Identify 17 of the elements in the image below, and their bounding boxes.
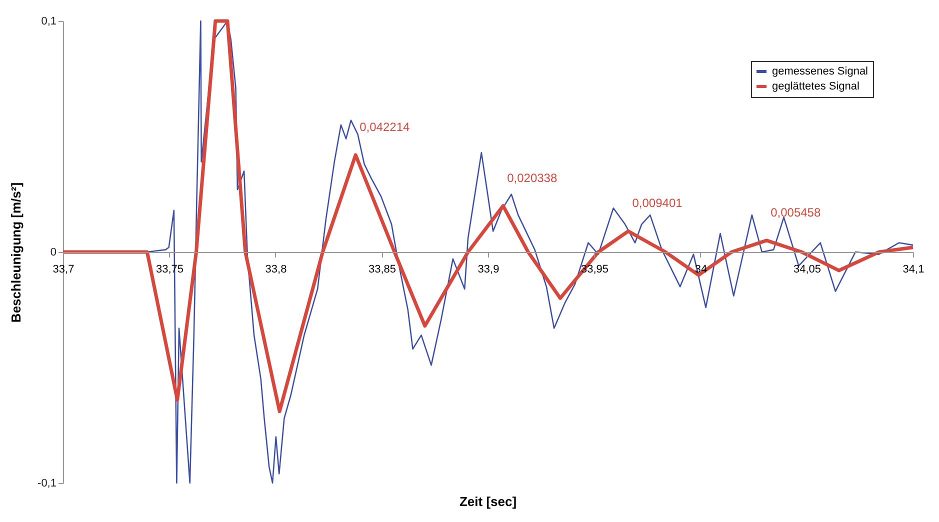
x-tick-label: 33,8	[265, 264, 287, 276]
y-tick-label: 0,1	[41, 16, 56, 28]
annotation: 0,042214	[360, 120, 410, 134]
x-tick-label: 34,05	[793, 264, 822, 276]
x-tick-label: 33,7	[52, 264, 74, 276]
y-tick-label: 0	[50, 246, 56, 258]
x-axis-title: Zeit [sec]	[459, 494, 517, 509]
y-tick-label: -0,1	[38, 478, 56, 490]
y-axis-title: Beschleunigung [m/s²]	[8, 182, 24, 323]
annotation: 0,020338	[507, 170, 558, 185]
annotation: 0,009401	[632, 196, 683, 210]
x-tick-label: 34,1	[902, 264, 924, 276]
legend-label: geglättetes Signal	[772, 80, 860, 92]
legend-label: gemessenes Signal	[772, 66, 868, 78]
x-tick-label: 33,9	[478, 264, 500, 276]
x-tick-label: 33,85	[368, 264, 396, 276]
annotation: 0,005458	[770, 205, 821, 220]
